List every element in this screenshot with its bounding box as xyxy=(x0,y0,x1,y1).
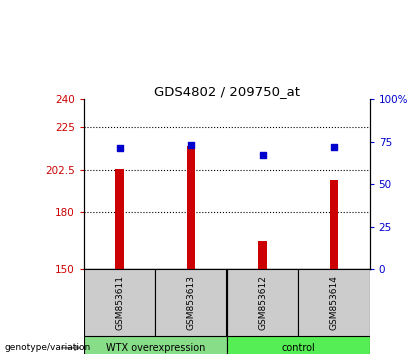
FancyBboxPatch shape xyxy=(84,336,227,354)
Bar xyxy=(330,180,338,269)
FancyBboxPatch shape xyxy=(84,269,155,336)
FancyBboxPatch shape xyxy=(227,269,298,336)
FancyBboxPatch shape xyxy=(298,269,370,336)
Point xyxy=(116,145,123,151)
Text: GSM853614: GSM853614 xyxy=(329,275,339,330)
Text: genotype/variation: genotype/variation xyxy=(4,343,90,352)
Bar xyxy=(116,169,124,269)
Point xyxy=(331,144,337,149)
FancyBboxPatch shape xyxy=(155,269,227,336)
Text: WTX overexpression: WTX overexpression xyxy=(106,343,205,353)
Point xyxy=(259,152,266,158)
Bar xyxy=(187,146,195,269)
Bar xyxy=(258,241,267,269)
Text: GSM853613: GSM853613 xyxy=(186,275,196,330)
Title: GDS4802 / 209750_at: GDS4802 / 209750_at xyxy=(154,85,300,98)
FancyBboxPatch shape xyxy=(227,336,370,354)
Text: GSM853611: GSM853611 xyxy=(115,275,124,330)
Text: control: control xyxy=(281,343,315,353)
Text: GSM853612: GSM853612 xyxy=(258,275,267,330)
Point xyxy=(188,142,194,148)
